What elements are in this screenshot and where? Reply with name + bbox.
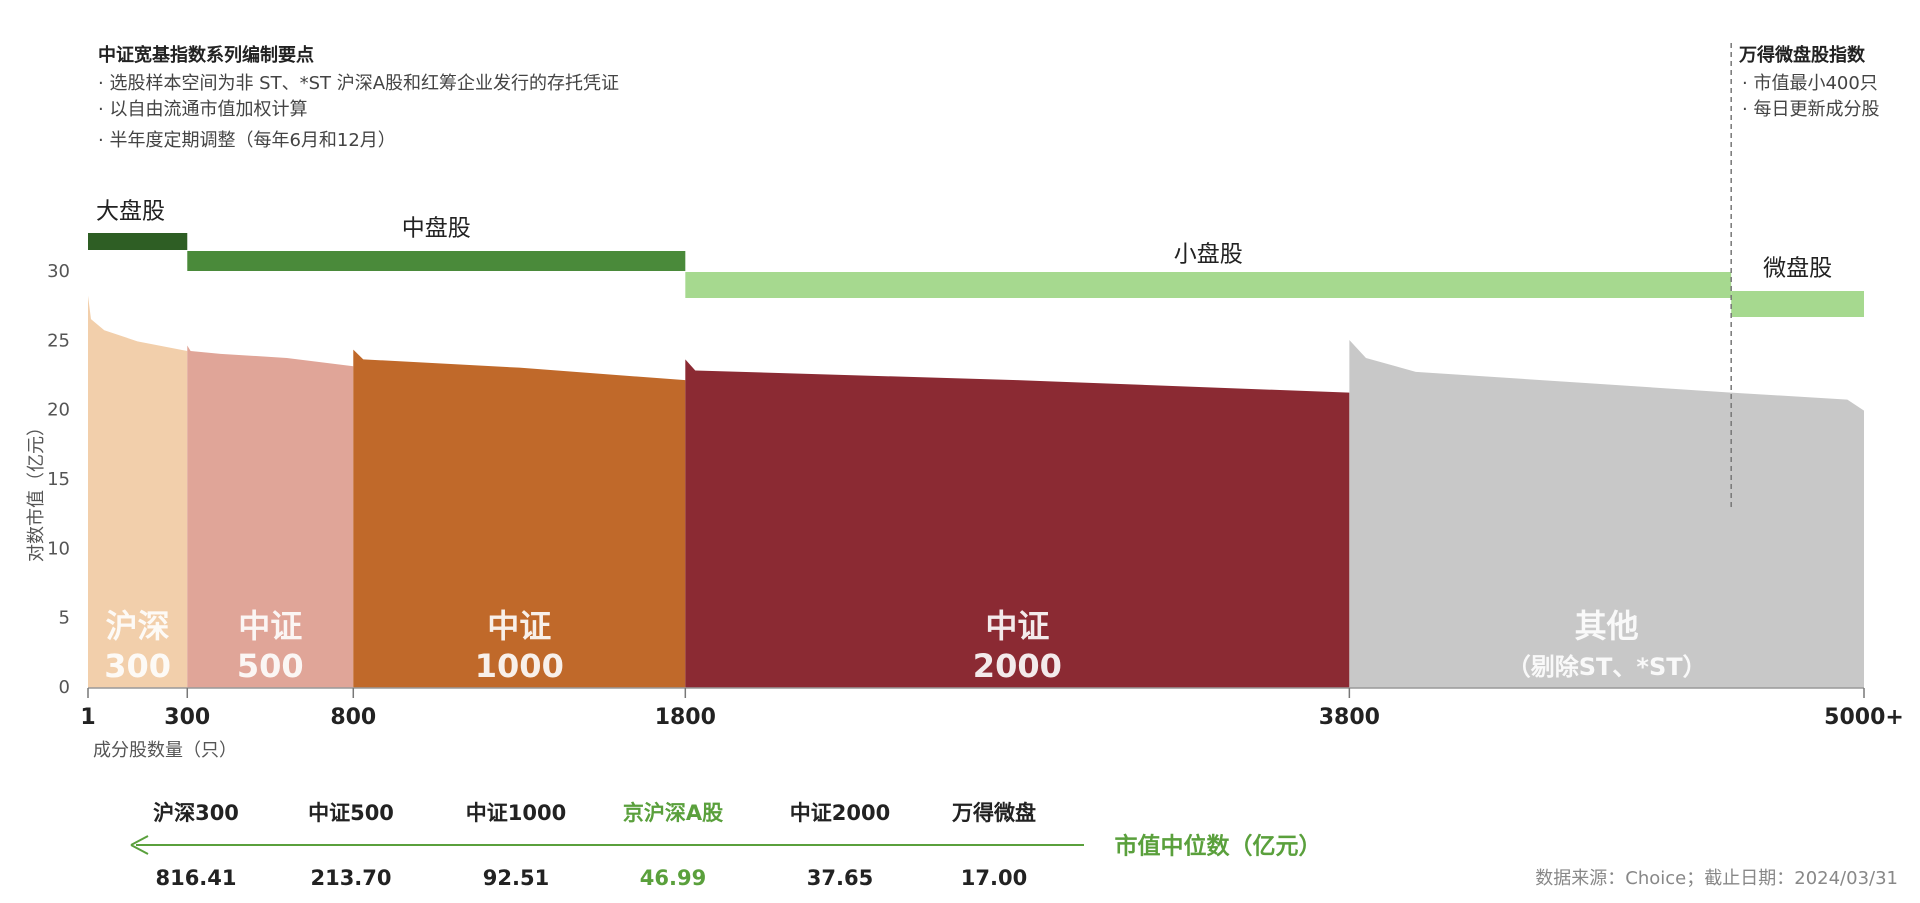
note-item: · 以自由流通市值加权计算 [98, 99, 307, 120]
median-arrowhead [130, 835, 149, 855]
area-label: 1000 [475, 647, 564, 685]
band [685, 272, 1732, 298]
area-label: 中证 [238, 607, 302, 645]
area [88, 295, 188, 688]
median-value: 17.00 [961, 866, 1027, 890]
note-item: · 选股样本空间为非 ST、*ST 沪深A股和红筹企业发行的存托凭证 [98, 73, 619, 94]
band [88, 233, 188, 250]
x-tick-label: 5000+ [1824, 705, 1904, 730]
y-tick-label: 20 [47, 400, 70, 421]
y-tick-label: 10 [47, 538, 70, 559]
median-value: 816.41 [155, 866, 236, 890]
median-value: 213.70 [310, 866, 391, 890]
x-tick-label: 1800 [655, 705, 716, 730]
y-tick-label: 30 [47, 261, 70, 282]
note-item: · 半年度定期调整（每年6月和12月） [98, 130, 396, 151]
source: 数据来源：Choice；截止日期：2024/03/31 [1535, 868, 1898, 889]
median-category: 万得微盘 [951, 801, 1036, 825]
area [1349, 339, 1864, 688]
notes-title: 中证宽基指数系列编制要点 [98, 44, 314, 66]
median-category: 沪深300 [153, 801, 239, 825]
median-value: 46.99 [640, 866, 706, 890]
median-category: 中证500 [308, 801, 394, 825]
band-label: 微盘股 [1763, 256, 1832, 282]
area-label: 500 [237, 647, 304, 685]
x-tick-label: 300 [164, 705, 210, 730]
area [187, 345, 354, 688]
band-label: 小盘股 [1174, 242, 1243, 268]
micro-note-item: · 市值最小400只 [1742, 73, 1878, 94]
area-label: 沪深 [106, 607, 170, 645]
area-label: （剔除ST、*ST） [1507, 653, 1707, 681]
x-tick-label: 3800 [1319, 705, 1380, 730]
median-category: 中证2000 [790, 801, 890, 825]
band-label: 大盘股 [96, 199, 165, 225]
band-label: 中盘股 [402, 216, 471, 242]
y-tick-label: 0 [59, 677, 70, 698]
area-label: 中证 [487, 607, 551, 645]
y-tick-label: 15 [47, 469, 70, 490]
median-value: 92.51 [483, 866, 549, 890]
median-title: 市值中位数（亿元） [1115, 833, 1322, 860]
y-tick-label: 25 [47, 330, 70, 351]
x-axis-label: 成分股数量（只） [93, 740, 237, 761]
area [685, 359, 1350, 688]
x-tick-label: 800 [330, 705, 376, 730]
area-label: 其他 [1575, 607, 1639, 645]
x-tick-label: 1 [80, 705, 95, 730]
median-category: 中证1000 [466, 801, 566, 825]
band [187, 251, 686, 271]
median-category: 京沪深A股 [623, 801, 723, 825]
area [353, 349, 686, 688]
area-label: 中证 [985, 607, 1049, 645]
area-label: 300 [104, 647, 171, 685]
area-label: 2000 [973, 647, 1062, 685]
y-axis-label: 对数市值（亿元） [26, 418, 47, 562]
band [1731, 291, 1864, 317]
micro-note-item: · 每日更新成分股 [1742, 99, 1879, 120]
micro-notes-title: 万得微盘股指数 [1738, 44, 1866, 66]
median-value: 37.65 [807, 866, 873, 890]
y-tick-label: 5 [59, 608, 70, 629]
